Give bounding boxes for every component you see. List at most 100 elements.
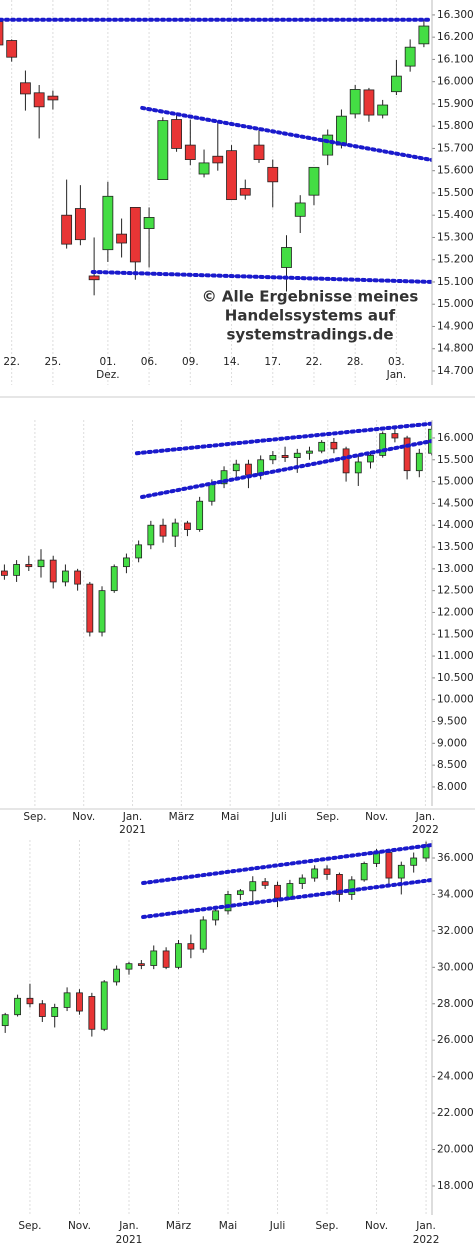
y-tick-label: 15.500 [437,454,474,466]
candle-body [61,214,73,245]
candle-body [323,868,331,875]
y-tick-label: 15.800 [437,120,474,132]
candle-body [100,981,108,1030]
candle-body [208,483,216,502]
y-tick-label: 14.500 [437,497,474,509]
x-tick-label: Sep. [316,811,339,823]
y-tick-label: 24.000 [437,1071,474,1083]
y-tick-label: 14.800 [437,343,474,355]
y-tick-label: 15.200 [437,254,474,266]
watermark: Handelssystems auf [225,307,396,325]
x-tick-label: Jan. [122,811,143,823]
candle-body [135,544,143,559]
y-tick-label: 15.700 [437,142,474,154]
candle-body [143,217,155,229]
candle-body [336,874,343,895]
y-tick-label: 13.000 [437,563,474,575]
candle-body [171,119,182,149]
x-tick-label: März [166,1220,192,1232]
y-tick-label: 15.100 [437,276,474,288]
candle-body [245,463,252,476]
y-tick-label: 32.000 [437,925,474,937]
trend-line [141,877,432,920]
x-tick-label: Jan. [118,1220,139,1232]
y-tick-label: 11.000 [437,650,474,662]
y-tick-label: 16.000 [437,432,474,444]
candle-body [110,566,118,592]
y-tick-label: 14.900 [437,320,474,332]
candle-body [157,120,169,180]
candle-body [20,82,31,95]
y-tick-label: 15.500 [437,187,474,199]
candle-body [418,25,430,45]
candle-body [63,992,71,1008]
trend-line [90,269,432,284]
y-tick-label: 18.000 [437,1180,474,1192]
x-sublabel: Jan. [386,369,407,381]
candle-body [306,450,313,454]
candle-body [274,884,281,899]
y-tick-label: 16.200 [437,31,474,43]
x-tick-label: 17. [264,356,281,368]
candle-body [196,500,204,530]
candle-body [6,40,18,58]
y-tick-label: 36.000 [437,852,474,864]
candle-body [249,881,257,892]
y-tick-label: 15.000 [437,476,474,488]
x-tick-label: 25. [45,356,62,368]
x-tick-label: Sep. [23,811,46,823]
candle-body [391,433,399,439]
candle-body [360,863,368,881]
candle-body [348,879,356,895]
x-tick-label: 06. [141,356,158,368]
candle-body [26,997,34,1005]
candle-body [38,1003,46,1017]
trend-line [134,421,432,456]
x-tick-label: 09. [182,356,199,368]
candle-body [294,202,306,217]
candle-body [159,524,167,537]
candle-body [47,95,59,101]
y-tick-label: 13.500 [437,541,474,553]
x-tick-label: 03. [388,356,405,368]
y-tick-label: 28.000 [437,998,474,1010]
candle-body [171,522,179,537]
candle-body [298,877,306,884]
candle-body [286,883,294,899]
candle-body [37,559,45,568]
x-tick-label: Juli [269,1220,286,1232]
candle-body [62,570,69,583]
candle-body [51,1007,59,1017]
candle-body [397,864,405,879]
y-tick-label: 8.500 [437,759,467,771]
x-tick-label: Jan. [415,1220,436,1232]
x-sublabel: 2021 [116,1234,143,1246]
candle-body [404,46,416,67]
candle-body [267,166,279,183]
candle-body [74,570,82,585]
x-tick-label: Mai [221,811,239,823]
x-tick-label: März [169,811,195,823]
candle-body [403,437,411,472]
x-tick-label: Nov. [68,1220,91,1232]
y-tick-label: 11.500 [437,628,474,640]
candle-body [1,1014,9,1027]
candle-body [391,75,402,93]
y-tick-label: 12.500 [437,585,474,597]
trend-line [140,438,432,499]
x-tick-label: Nov. [365,811,388,823]
x-tick-label: 22. [3,356,20,368]
candle-body [212,910,220,921]
y-tick-label: 16.000 [437,76,474,88]
candle-body [184,144,196,160]
candle-body [410,857,418,866]
candle-body [269,455,277,461]
trend-line [140,105,432,163]
candle-body [113,968,121,983]
x-tick-label: 01. [100,356,117,368]
candle-body [253,144,265,160]
candle-body [212,155,224,164]
candle-body [137,963,145,966]
x-tick-label: Mai [219,1220,237,1232]
